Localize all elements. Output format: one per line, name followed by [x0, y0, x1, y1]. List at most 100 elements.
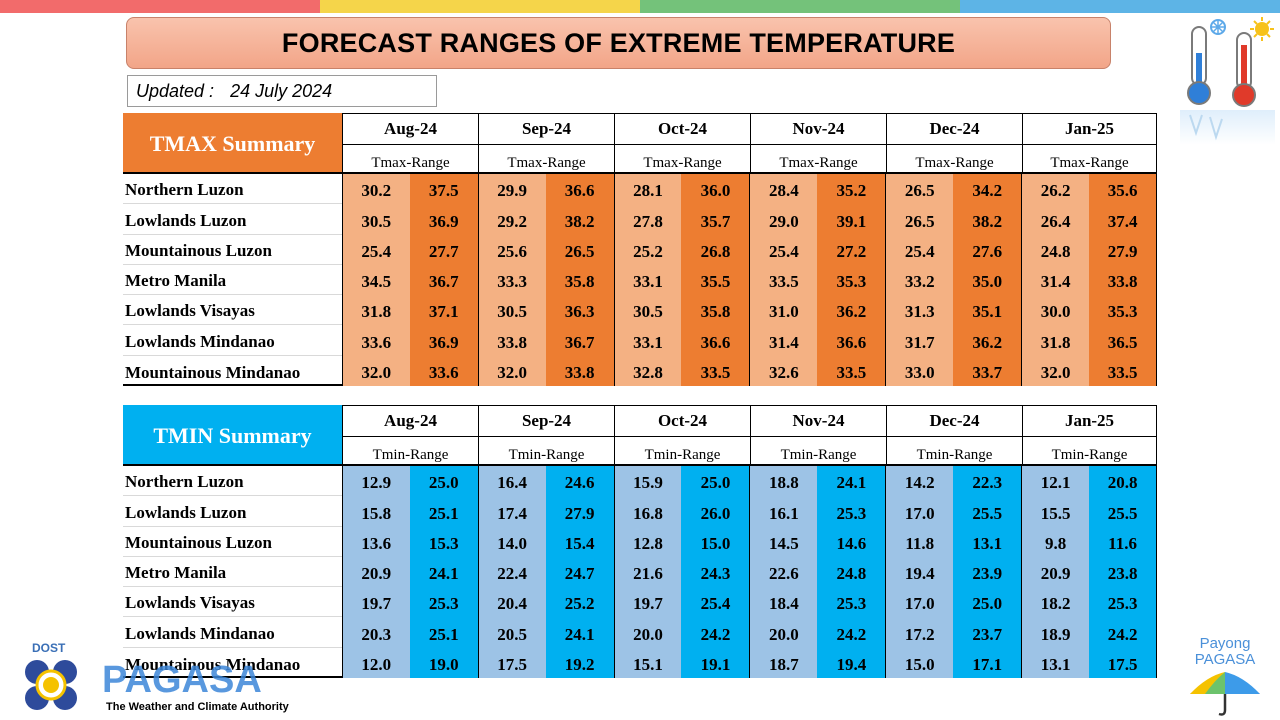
tmax-lo-value-cell: 33.1	[613, 325, 682, 356]
tmin-lo-value-cell: 12.1	[1021, 466, 1090, 497]
tmax-lo-value-cell: 25.4	[341, 234, 410, 265]
tmin-row-mountainous-luzon: Mountainous Luzon 13.6 15.3 14.0 15.4 12.8 15.…	[123, 526, 1158, 557]
tmin-hi-value-cell: 13.1	[953, 526, 1022, 557]
tmin-lo-value-cell: 15.1	[613, 647, 682, 678]
tmin-lo-value-cell: 18.9	[1021, 617, 1090, 648]
tmin-hi-value-cell: 24.2	[1089, 617, 1158, 648]
tmax-row-mountainous-luzon: Mountainous Luzon 25.4 27.7 25.6 26.5 25.2 26.…	[123, 234, 1158, 265]
tmin-hi-value-cell: 23.8	[1089, 556, 1158, 588]
tmin-hi-value-cell: 25.2	[545, 587, 614, 618]
tmax-month-header: Jan-25	[1023, 114, 1156, 145]
tmin-hi-value-cell: 19.4	[817, 647, 886, 678]
tmin-hi-value-cell: 24.7	[545, 556, 614, 588]
tmax-hi-value-cell: 35.5	[681, 264, 750, 296]
tmax-lo-value-cell: 30.5	[477, 295, 546, 326]
tmax-lo-value-cell: 34.5	[341, 264, 410, 296]
tmax-month-header: Oct-24	[615, 114, 750, 145]
tmin-lo-value-cell: 16.4	[477, 466, 546, 497]
tmax-row-lowlands-visayas: Lowlands Visayas 31.8 37.1 30.5 36.3 30.5 35.8…	[123, 295, 1158, 326]
tmin-range-label: Tmin-Range	[508, 447, 585, 463]
tmin-hi-value-cell: 15.0	[681, 526, 750, 557]
tmin-hi-value-cell: 25.3	[409, 587, 478, 618]
tmax-lo-value-cell: 32.0	[1021, 355, 1090, 386]
tmin-lo-value-cell: 16.8	[613, 496, 682, 527]
tmin-region-label: Mountainous Mindanao	[125, 654, 301, 674]
tmin-lo-value-cell: 19.7	[613, 587, 682, 618]
tmax-lo-value-cell: 26.4	[1021, 204, 1090, 235]
tmin-row-metro-manila: Metro Manila 20.9 24.1 22.4 24.7 21.6 24.3 22.6…	[123, 556, 1158, 588]
tmax-lo-value-cell: 31.7	[885, 325, 954, 356]
tmin-lo-value-cell: 17.2	[885, 617, 954, 648]
tmax-hi-value-cell: 33.8	[1089, 264, 1158, 296]
tmin-range-label: Tmin-Range	[372, 447, 449, 463]
tmax-lo-value-cell: 31.0	[749, 295, 818, 326]
tmin-lo-value-cell: 15.0	[885, 647, 954, 678]
tmax-region-label: Lowlands Luzon	[123, 204, 342, 235]
tmax-month-header: Aug-24	[343, 114, 478, 145]
tmax-month-header: Dec-24	[887, 114, 1022, 145]
top-color-bar	[0, 0, 1280, 13]
tmin-hi-value-cell: 19.1	[681, 647, 750, 678]
tmin-month-header: Sep-24	[479, 406, 614, 437]
tmin-hi-value-cell: 25.3	[1089, 587, 1158, 618]
tmin-lo-value-cell: 19.7	[341, 587, 410, 618]
tmin-hi-value-cell: 24.2	[681, 617, 750, 648]
tmin-hi-value-cell: 15.4	[545, 526, 614, 557]
tmin-hi-value-cell: 25.4	[681, 587, 750, 618]
tmin-row-lowlands-luzon: Lowlands Luzon 15.8 25.1 17.4 27.9 16.8 26.0 16…	[123, 496, 1158, 527]
tmax-summary-label: TMAX Summary	[123, 113, 342, 174]
tmax-lo-value-cell: 24.8	[1021, 234, 1090, 265]
tmin-hi-value-cell: 22.3	[953, 466, 1022, 497]
tmax-lo-value-cell: 25.6	[477, 234, 546, 265]
tmin-month-header: Jan-25	[1023, 406, 1156, 437]
tmax-range-label: Tmax-Range	[643, 155, 722, 171]
tmax-lo-value-cell: 32.0	[341, 355, 410, 386]
tmax-region-label: Mountainous Mindanao	[125, 362, 301, 382]
tmax-lo-value-cell: 32.0	[477, 355, 546, 386]
tmin-month-col-dec-24: Dec-24 Tmin-Range	[886, 405, 1022, 466]
tmin-lo-value-cell: 20.0	[613, 617, 682, 648]
tmin-month-col-nov-24: Nov-24 Tmin-Range	[750, 405, 886, 466]
tmin-hi-value-cell: 17.5	[1089, 647, 1158, 678]
payong-pagasa-logo: Payong PAGASA	[1190, 635, 1260, 716]
tmin-hi-value-cell: 26.0	[681, 496, 750, 527]
tmax-row-metro-manila: Metro Manila 34.5 36.7 33.3 35.8 33.1 35.5 33.5…	[123, 264, 1158, 296]
tmin-lo-value-cell: 17.0	[885, 587, 954, 618]
tmin-hi-value-cell: 14.6	[817, 526, 886, 557]
tmax-month-col-oct-24: Oct-24 Tmax-Range	[614, 113, 750, 174]
tmax-hi-value-cell: 37.5	[409, 174, 478, 205]
tmax-lo-value-cell: 33.1	[613, 264, 682, 296]
tmin-hi-value-cell: 25.3	[817, 587, 886, 618]
tmin-row-northern-luzon: Northern Luzon 12.9 25.0 16.4 24.6 15.9 25.0 18…	[123, 466, 1158, 497]
tmin-hi-value-cell: 24.1	[409, 556, 478, 588]
tmin-lo-value-cell: 22.4	[477, 556, 546, 588]
tmax-hi-value-cell: 36.3	[545, 295, 614, 326]
tmin-region-label: Metro Manila	[123, 557, 342, 588]
tmax-hi-value-cell: 34.2	[953, 174, 1022, 205]
tmax-body: Northern Luzon 30.2 37.5 29.9 36.6 28.1 36.0 28…	[123, 174, 1158, 386]
tmax-lo-value-cell: 33.0	[885, 355, 954, 386]
top-bar-segment-green	[640, 0, 960, 13]
tmax-lo-value-cell: 26.5	[885, 174, 954, 205]
tmax-lo-value-cell: 33.5	[749, 264, 818, 296]
tmax-hi-value-cell: 36.5	[1089, 325, 1158, 356]
tmin-lo-value-cell: 14.5	[749, 526, 818, 557]
tmax-range-label: Tmax-Range	[1050, 155, 1129, 171]
tmax-lo-value-cell: 33.8	[477, 325, 546, 356]
tmin-header: TMIN Summary Aug-24 Tmin-Range Sep-24 Tmin-…	[123, 405, 1157, 466]
tmin-lo-value-cell: 13.6	[341, 526, 410, 557]
tmax-lo-value-cell: 26.2	[1021, 174, 1090, 205]
tmin-hi-value-cell: 11.6	[1089, 526, 1158, 557]
tmin-lo-value-cell: 22.6	[749, 556, 818, 588]
tmax-hi-value-cell: 35.1	[953, 295, 1022, 326]
tmin-lo-value-cell: 16.1	[749, 496, 818, 527]
updated-date: 24 July 2024	[230, 80, 333, 101]
tmax-month-col-dec-24: Dec-24 Tmax-Range	[886, 113, 1022, 174]
tmax-region-label: Lowlands Mindanao	[123, 325, 342, 356]
tmin-hi-value-cell: 25.0	[409, 466, 478, 497]
tmax-lo-value-cell: 31.8	[341, 295, 410, 326]
tmin-lo-value-cell: 12.8	[613, 526, 682, 557]
tmax-lo-value-cell: 30.0	[1021, 295, 1090, 326]
thermometer-hot-cold-icon	[1180, 17, 1275, 145]
tmin-hi-value-cell: 25.1	[409, 496, 478, 527]
